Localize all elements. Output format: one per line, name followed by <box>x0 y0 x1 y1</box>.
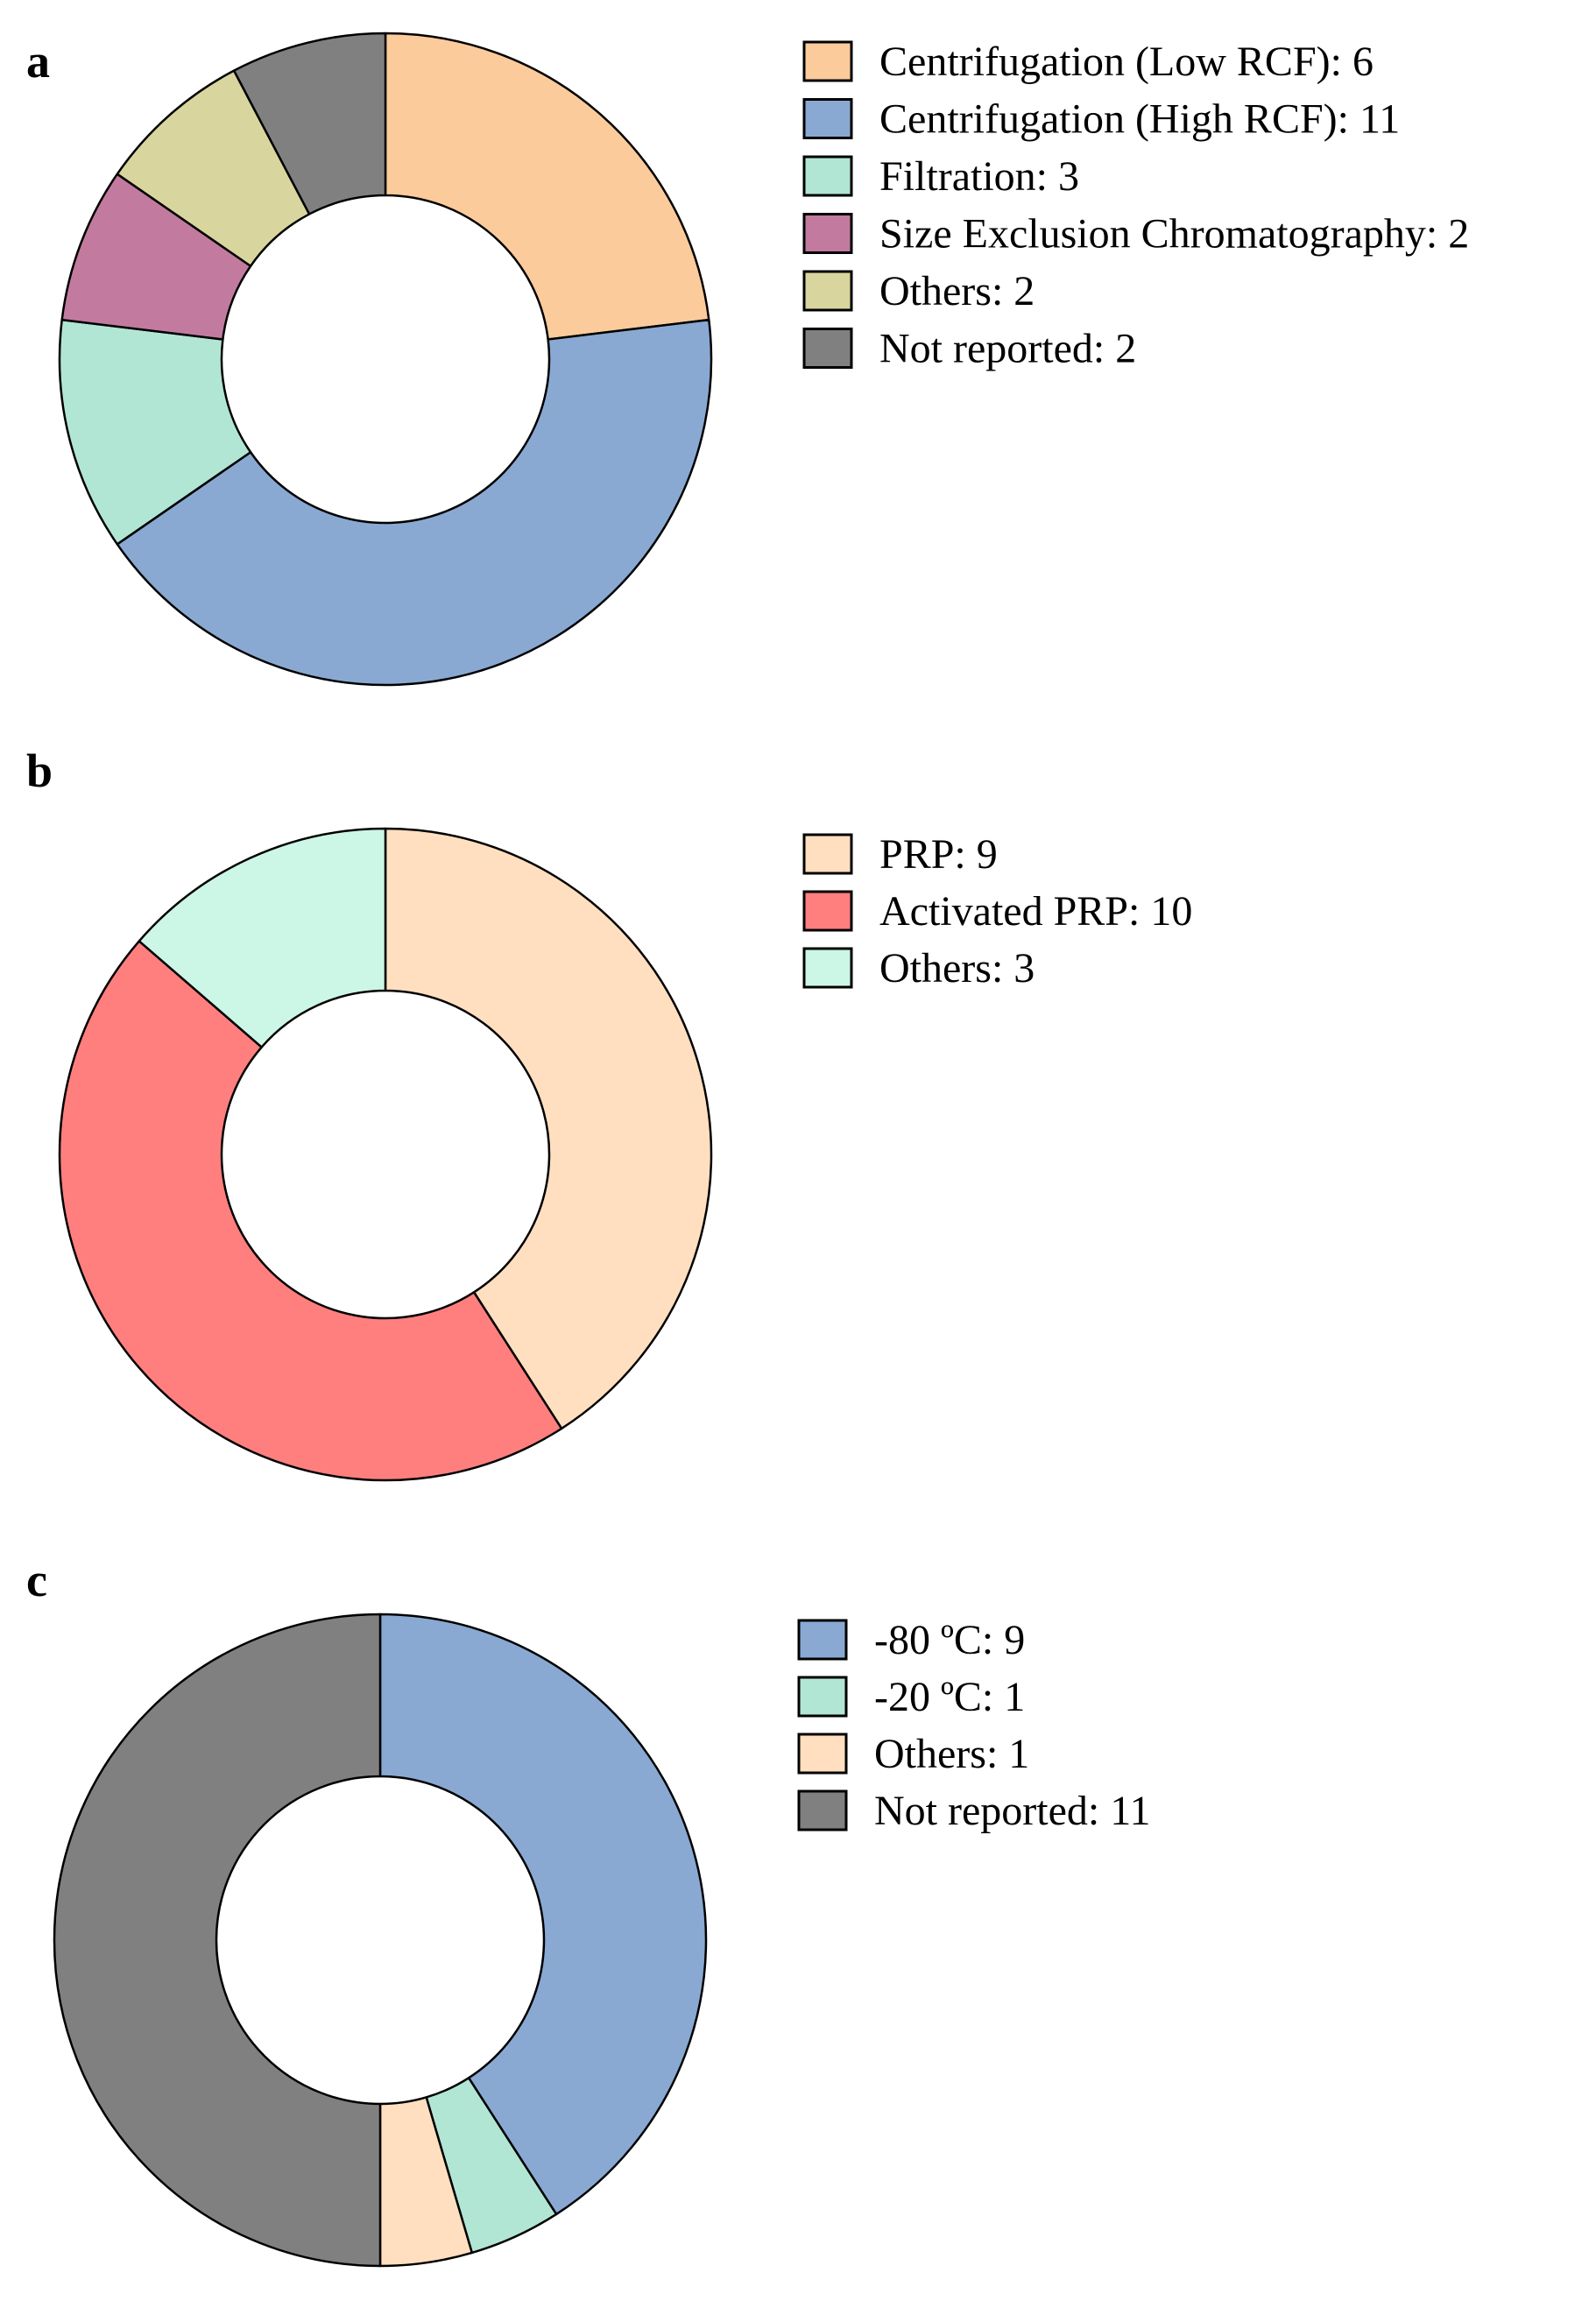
donut-slice-a-2 <box>58 318 252 546</box>
legend-swatch-c-0 <box>797 1619 848 1661</box>
donut-slice-b-2 <box>138 827 387 1048</box>
legend-label-c-3: Not reported: 11 <box>874 1788 1150 1834</box>
panel-label-c: c <box>26 1554 47 1606</box>
legend-swatch-b-1 <box>802 890 853 932</box>
legend-label-b-1: Activated PRP: 10 <box>879 888 1192 935</box>
legend-label-a-3: Size Exclusion Chromatography: 2 <box>879 211 1469 258</box>
donut-slice-c-0 <box>378 1613 708 2216</box>
legend-label-a-1: Centrifugation (High RCF): 11 <box>879 96 1400 143</box>
legend-swatch-b-0 <box>802 833 853 875</box>
legend-swatch-a-5 <box>802 328 853 369</box>
donut-slice-b-1 <box>58 940 563 1482</box>
panel-label-a: a <box>26 35 50 88</box>
legend-label-c-2: Others: 1 <box>874 1731 1029 1777</box>
legend-swatch-a-3 <box>802 213 853 254</box>
legend-label-c-0: -80 ºC: 9 <box>874 1617 1025 1663</box>
legend-label-a-0: Centrifugation (Low RCF): 6 <box>879 39 1374 85</box>
legend-label-a-4: Others: 2 <box>879 268 1035 314</box>
legend-swatch-a-0 <box>802 40 853 82</box>
legend-label-b-0: PRP: 9 <box>879 831 998 878</box>
panel-label-b: b <box>26 745 53 797</box>
donut-slice-c-3 <box>53 1613 382 2268</box>
donut-slice-a-0 <box>384 32 710 341</box>
legend-label-b-2: Others: 3 <box>879 945 1035 992</box>
legend-swatch-c-2 <box>797 1733 848 1775</box>
legend-swatch-a-4 <box>802 270 853 312</box>
legend-label-c-1: -20 ºC: 1 <box>874 1674 1025 1720</box>
legend-swatch-a-1 <box>802 98 853 139</box>
donut-slice-a-5 <box>232 32 387 215</box>
legend-swatch-b-2 <box>802 947 853 989</box>
legend-swatch-c-3 <box>797 1789 848 1832</box>
legend-swatch-c-1 <box>797 1676 848 1718</box>
donut-slice-a-1 <box>116 318 713 687</box>
donut-slice-b-0 <box>384 827 713 1430</box>
legend-label-a-2: Filtration: 3 <box>879 153 1079 200</box>
legend-swatch-a-2 <box>802 155 853 197</box>
legend-label-a-5: Not reported: 2 <box>879 326 1136 372</box>
